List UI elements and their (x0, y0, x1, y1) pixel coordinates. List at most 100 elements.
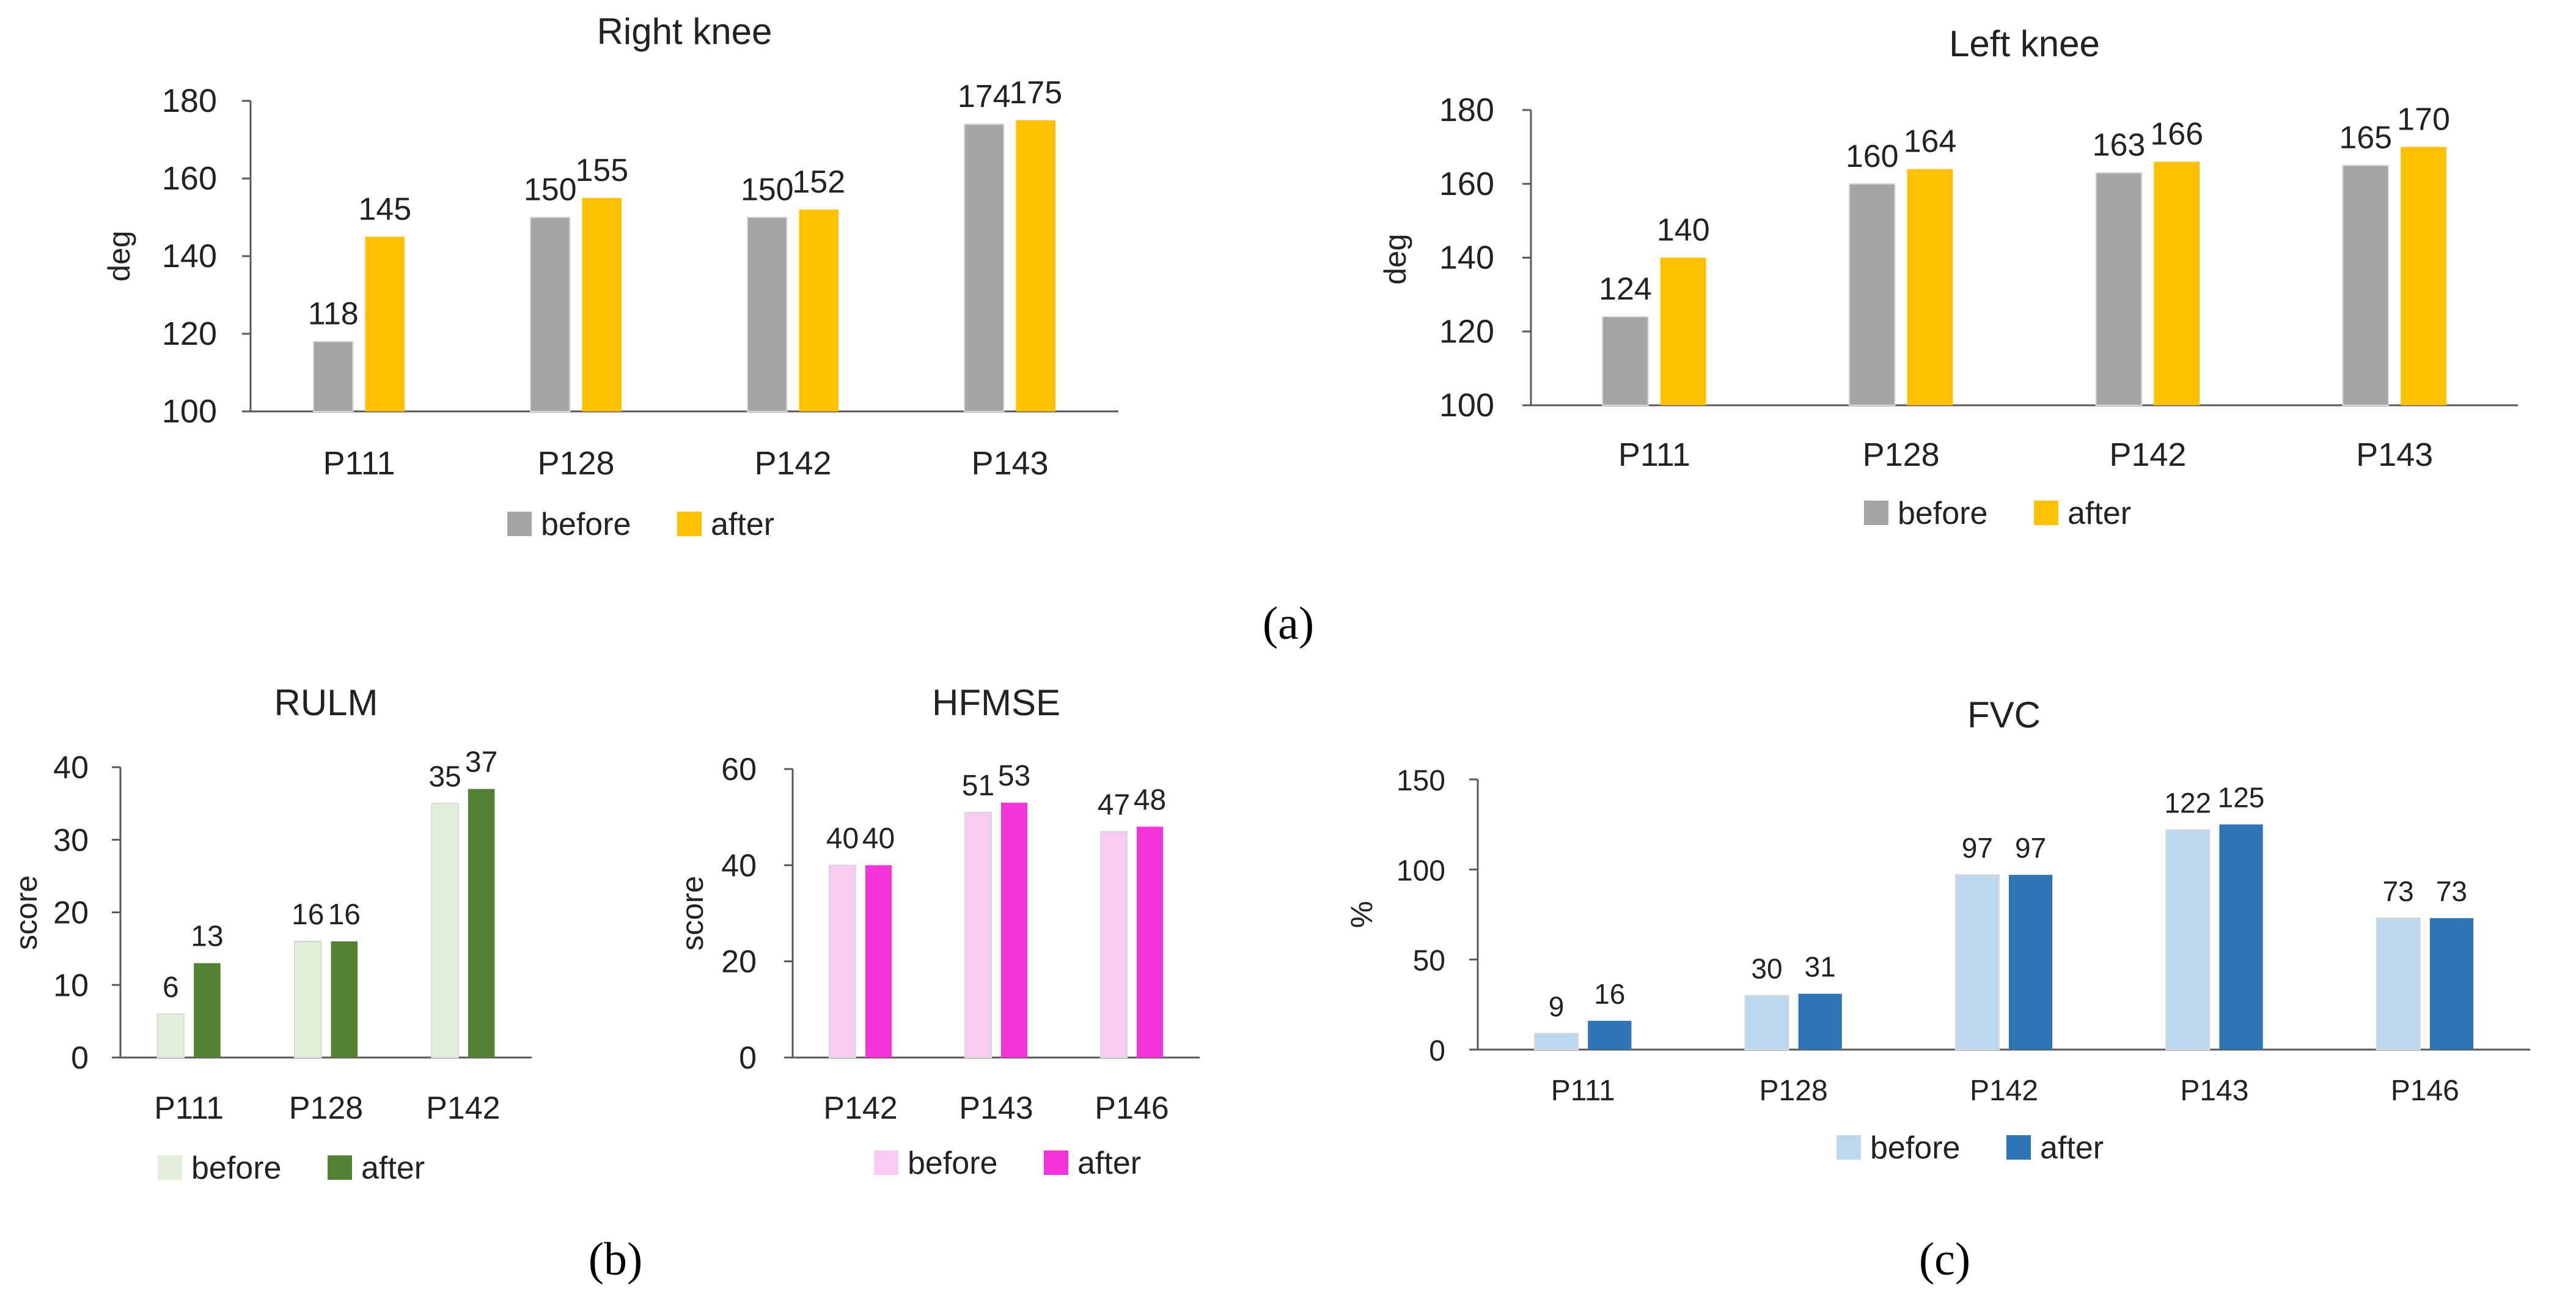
bar-before (963, 123, 1005, 412)
y-tick-label: 0 (739, 1040, 757, 1076)
x-tick-label: P143 (971, 445, 1048, 482)
bar-value-label: 53 (998, 760, 1030, 792)
x-tick-label: P128 (289, 1091, 363, 1126)
bar-after (2429, 918, 2474, 1050)
bar-value-label: 174 (958, 79, 1011, 114)
bar-value-label: 118 (308, 296, 359, 332)
bar-after (2009, 875, 2053, 1050)
chart-left-knee: Left kneedeg100120140160180P111124140P12… (1378, 23, 2518, 531)
panel-label-c: (c) (1919, 1234, 1970, 1285)
legend-swatch-after (2006, 1135, 2031, 1160)
y-axis-label: deg (1378, 234, 1412, 284)
x-tick-label: P111 (1618, 436, 1690, 473)
bar-after (1016, 120, 1056, 411)
bar-value-label: 165 (2339, 120, 2392, 156)
x-tick-label: P143 (2180, 1075, 2248, 1107)
bar-after (865, 865, 892, 1058)
x-tick-label: P111 (323, 445, 395, 482)
bar-value-label: 164 (1904, 124, 1957, 160)
y-tick-label: 120 (162, 315, 217, 352)
chart-title: Left knee (1949, 23, 2100, 64)
bar-after (799, 209, 839, 411)
legend-swatch-after (677, 512, 702, 536)
legend-label-after: after (2040, 1130, 2104, 1166)
legend-swatch-after (1044, 1150, 1068, 1175)
y-tick-label: 100 (1396, 855, 1445, 887)
y-tick-label: 150 (1396, 765, 1445, 797)
bar-value-label: 152 (792, 164, 845, 200)
y-tick-label: 180 (1439, 92, 1494, 128)
bar-after (1001, 803, 1028, 1058)
y-tick-label: 0 (71, 1040, 89, 1076)
bar-value-label: 145 (358, 191, 411, 227)
bar-value-label: 166 (2150, 117, 2203, 152)
bar-value-label: 9 (1549, 990, 1565, 1022)
bar-before (746, 216, 788, 412)
y-tick-label: 20 (721, 944, 757, 980)
y-tick-label: 100 (162, 393, 217, 430)
legend-swatch-before (874, 1150, 898, 1175)
bar-value-label: 37 (465, 746, 497, 779)
bar-after (1660, 257, 1706, 405)
x-tick-label: P142 (2109, 436, 2186, 473)
bar-value-label: 48 (1134, 784, 1166, 816)
legend-label-before: before (1898, 496, 1987, 531)
y-tick-label: 30 (53, 823, 89, 858)
y-tick-label: 0 (1429, 1035, 1445, 1067)
legend-swatch-before (507, 512, 532, 536)
legend-label-before: before (541, 507, 631, 542)
bar-after (2154, 161, 2200, 405)
chart-right-knee: Right knee deg 100 120 140 160 180 P111 118 145 P1… (102, 11, 1118, 542)
legend-label-before: before (908, 1146, 997, 1181)
legend-swatch-before (1864, 501, 1888, 525)
legend-swatch-after (2034, 501, 2058, 525)
chart-fvc: FVC% 0 50 100 150 P111 9 16 P128 30 31 P142 97 97 P143… (1345, 694, 2530, 1166)
bar-after (2219, 824, 2263, 1050)
bar-value-label: 6 (163, 971, 179, 1004)
x-tick-label: P143 (959, 1091, 1033, 1126)
legend-swatch-after (328, 1155, 352, 1180)
bar-after (468, 789, 495, 1058)
bar-before (1602, 316, 1649, 406)
bar-value-label: 40 (862, 822, 895, 855)
bar-after (582, 197, 622, 411)
y-axis-label: % (1345, 901, 1379, 928)
legend-label-after: after (361, 1150, 425, 1186)
bar-after (194, 963, 221, 1058)
bar-value-label: 124 (1599, 271, 1652, 307)
bar-value-label: 150 (741, 172, 794, 208)
x-tick-label: P143 (2356, 436, 2433, 473)
x-tick-label: P146 (1095, 1091, 1169, 1126)
bar-before (293, 941, 322, 1058)
chart-rulm: RULM score 0 10 20 30 40 P111 6 13 P128 16 16 P142 35 3… (9, 682, 532, 1186)
y-tick-label: 180 (162, 83, 217, 119)
bar-after (331, 941, 358, 1058)
bar-value-label: 16 (1594, 978, 1625, 1010)
bar-before (2095, 172, 2143, 406)
x-tick-label: P142 (1970, 1075, 2038, 1107)
bar-value-label: 97 (1962, 832, 1993, 864)
bar-before (156, 1013, 185, 1058)
bar-value-label: 163 (2093, 128, 2146, 163)
y-tick-label: 20 (53, 896, 89, 931)
y-axis-label: score (675, 876, 710, 951)
bar-before (1848, 183, 1896, 406)
bar-value-label: 51 (962, 770, 994, 802)
x-tick-label: P128 (1863, 436, 1940, 473)
y-tick-label: 120 (1439, 313, 1494, 350)
chart-title: HFMSE (932, 682, 1060, 723)
y-tick-label: 40 (53, 750, 89, 786)
legend-label-before: before (191, 1150, 281, 1186)
bar-before (312, 340, 354, 413)
y-tick-label: 10 (53, 968, 89, 1003)
bar-before (529, 216, 571, 412)
bar-value-label: 16 (328, 899, 361, 931)
bar-value-label: 13 (191, 921, 223, 953)
y-tick-label: 160 (1439, 166, 1494, 202)
legend-label-before: before (1870, 1130, 1960, 1166)
legend-swatch-before (1837, 1135, 1861, 1160)
bar-before (964, 811, 992, 1059)
chart-title: FVC (1967, 694, 2041, 735)
